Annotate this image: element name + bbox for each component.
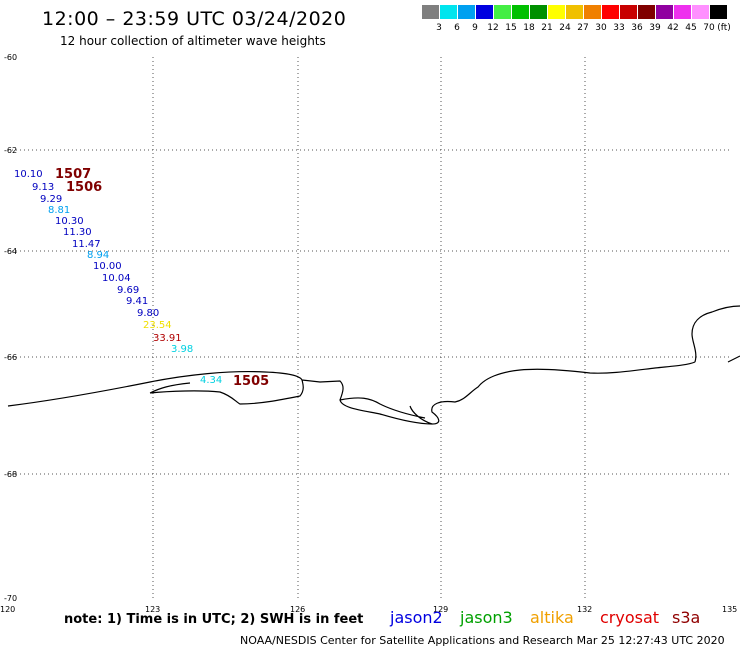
wave-height-label: 10.04 [102, 273, 131, 284]
wave-height-label: 11.47 [72, 239, 101, 250]
color-scale-label: 33 [613, 23, 625, 33]
color-scale-label: 45 [685, 23, 697, 33]
map-subtitle: 12 hour collection of altimeter wave hei… [60, 34, 326, 48]
satellite-legend-cryosat: cryosat [600, 608, 660, 627]
color-scale-label: 15 [505, 23, 517, 33]
grid-lines [8, 57, 730, 598]
color-swatch [656, 5, 673, 19]
wave-height-label: 33.91 [153, 333, 182, 344]
color-scale-label: 21 [541, 23, 553, 33]
wave-height-label: 10.30 [55, 216, 84, 227]
latitude-label: -70 [4, 594, 17, 603]
color-swatch [512, 5, 529, 19]
color-scale-unit: (ft) [717, 23, 731, 33]
color-swatch [494, 5, 511, 19]
color-swatch [710, 5, 727, 19]
wave-height-label: 9.29 [40, 194, 62, 205]
color-swatch [638, 5, 655, 19]
color-swatch [584, 5, 601, 19]
color-swatch [548, 5, 565, 19]
latitude-label: -60 [4, 53, 17, 62]
color-scale-label: 12 [487, 23, 499, 33]
color-swatch [440, 5, 457, 19]
wave-height-label: 10.10 [14, 169, 43, 180]
color-swatch [422, 5, 439, 19]
color-scale-label: 9 [472, 23, 478, 33]
color-swatch [674, 5, 691, 19]
satellite-legend-altika: altika [530, 608, 574, 627]
wave-height-label: 9.69 [117, 285, 139, 296]
footer-credit: NOAA/NESDIS Center for Satellite Applica… [240, 634, 725, 647]
coastline [7, 305, 740, 425]
satellite-legend-jason2: jason2 [390, 608, 443, 627]
color-scale-label: 27 [577, 23, 589, 33]
latitude-label: -68 [4, 470, 17, 479]
color-swatch [692, 5, 709, 19]
wave-height-label: 9.80 [137, 308, 159, 319]
color-swatch [530, 5, 547, 19]
color-scale-label: 24 [559, 23, 571, 33]
wave-height-label: 8.81 [48, 205, 70, 216]
wave-height-label: 10.00 [93, 261, 122, 272]
wave-height-label: 8.94 [87, 250, 109, 261]
latitude-label: -64 [4, 247, 17, 256]
wave-height-label: 3.98 [171, 344, 193, 355]
pass-time-label: 1505 [233, 374, 269, 389]
longitude-label: 120 [0, 605, 15, 614]
color-swatch [458, 5, 475, 19]
color-swatch [566, 5, 583, 19]
satellite-legend-s3a: s3a [672, 608, 701, 627]
longitude-label: 123 [145, 605, 160, 614]
color-scale-label: 70 [703, 23, 715, 33]
axis-labels: -60 -62 -64 -66 -68 -70 120 123 126 129 132 135 [0, 53, 737, 614]
color-swatch [602, 5, 619, 19]
longitude-label: 129 [433, 605, 448, 614]
color-scale-label: 42 [667, 23, 679, 33]
color-scale-label: 3 [436, 23, 442, 33]
note-text: note: 1) Time is in UTC; 2) SWH is in fe… [64, 612, 364, 627]
color-scale-label: 18 [523, 23, 535, 33]
wave-height-label: 23.54 [143, 320, 172, 331]
color-swatch [476, 5, 493, 19]
pass-time-label: 1506 [66, 180, 102, 195]
wave-height-label: 9.41 [126, 296, 148, 307]
latitude-label: -62 [4, 146, 17, 155]
longitude-label: 126 [290, 605, 305, 614]
map-title: 12:00 – 23:59 UTC 03/24/2020 [42, 8, 347, 30]
wave-height-label: 4.34 [200, 375, 222, 386]
pass-time-label: 1507 [55, 167, 91, 182]
wave-height-label: 9.13 [32, 182, 54, 193]
color-scale-label: 39 [649, 23, 661, 33]
satellite-legend-jason3: jason3 [460, 608, 513, 627]
color-scale-label: 36 [631, 23, 643, 33]
color-swatch [620, 5, 637, 19]
longitude-label: 135 [722, 605, 737, 614]
color-scale-label: 6 [454, 23, 460, 33]
color-scale-label: 30 [595, 23, 607, 33]
longitude-label: 132 [577, 605, 592, 614]
wave-height-labels: 10.109.139.298.8110.3011.3011.478.9410.0… [14, 169, 222, 386]
wave-height-label: 11.30 [63, 227, 92, 238]
latitude-label: -66 [4, 353, 17, 362]
